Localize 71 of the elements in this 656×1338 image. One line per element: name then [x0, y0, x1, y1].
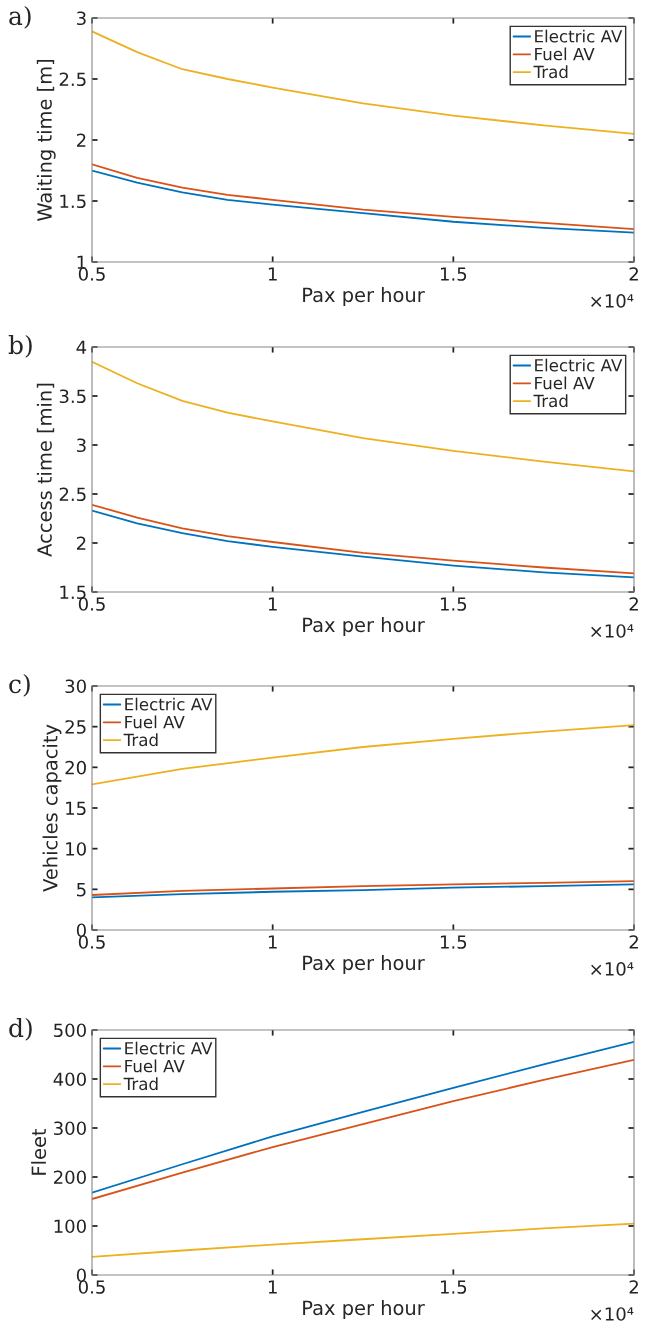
x-tick-label: 0.5: [78, 1280, 105, 1294]
y-axis-title: Waiting time [m]: [36, 59, 56, 222]
y-tick-label: 5: [77, 883, 86, 897]
line-series: [92, 1222, 634, 1258]
y-tick-label: 1.5: [60, 585, 86, 600]
x-axis-title: Pax per hour: [303, 287, 425, 306]
x-tick-label: 2: [629, 935, 638, 949]
chart-title: a): [9, 5, 31, 29]
x-tick-label: 2: [629, 267, 638, 281]
x-tick-label: 1.5: [440, 267, 467, 281]
y-axis-title: Vehicles capacity: [42, 724, 62, 892]
legend-label: Electric AV: [535, 358, 623, 372]
legend-label: Fuel AV: [535, 376, 595, 390]
y-tick-label: 3.5: [59, 389, 86, 404]
x-axis-title: Pax per hour: [303, 1300, 425, 1319]
legend-label: Trad: [123, 1077, 158, 1091]
y-tick-label: 10: [66, 842, 86, 856]
x-tick-label: 0.5: [78, 935, 105, 949]
text: ×10⁴: [591, 624, 634, 638]
y-tick-label: 0: [76, 1268, 86, 1283]
line-series: [92, 30, 634, 135]
x-tick-label: 1: [268, 267, 277, 281]
y-tick-label: 0: [76, 923, 86, 938]
legend-label: Electric AV: [125, 1041, 213, 1055]
x-tick-label: 1.5: [440, 1280, 467, 1294]
y-tick-label: 15: [66, 801, 86, 816]
y-tick-label: 2: [76, 536, 86, 550]
text: ×10⁴: [591, 962, 634, 976]
legend-label: Trad: [533, 65, 568, 79]
x-tick-label: 1.5: [440, 935, 467, 949]
legend-label: Fuel AV: [125, 1059, 185, 1073]
x-tick-label: 2: [629, 597, 638, 611]
y-tick-label: 25: [65, 720, 86, 734]
legend-label: Electric AV: [535, 29, 623, 43]
y-tick-label: 500: [54, 1023, 86, 1038]
y-tick-label: 3: [77, 11, 86, 26]
y-axis-title: Fleet: [31, 1128, 47, 1175]
legend-label: Fuel AV: [125, 715, 185, 729]
legend-label: Trad: [533, 394, 568, 408]
y-tick-label: 2.5: [59, 487, 86, 502]
y-tick-label: 2: [76, 133, 86, 147]
y-tick-label: 30: [65, 679, 86, 694]
y-tick-label: 100: [54, 1219, 86, 1234]
y-tick-label: 300: [54, 1121, 86, 1136]
legend-label: Trad: [123, 733, 158, 747]
y-tick-label: 2.5: [59, 72, 86, 87]
x-tick-label: 1: [268, 1280, 277, 1294]
y-axis-title: Access time [min]: [36, 383, 55, 557]
y-tick-label: 3: [77, 438, 86, 453]
x-tick-label: 2: [629, 1280, 638, 1294]
legend-label: Electric AV: [125, 697, 213, 711]
y-tick-label: 400: [53, 1072, 86, 1087]
y-tick-label: 20: [65, 760, 86, 775]
y-tick-label: 1: [77, 255, 86, 269]
chart-title: d): [9, 1017, 32, 1041]
x-tick-label: 1: [268, 935, 277, 949]
legend-label: Fuel AV: [535, 47, 595, 61]
text: ×10⁴: [591, 294, 634, 308]
y-tick-label: 200: [54, 1170, 86, 1185]
chart-title: c): [9, 673, 30, 697]
chart-title: b): [8, 334, 32, 358]
y-tick-label: 1.5: [60, 194, 86, 209]
x-tick-label: 0.5: [78, 597, 105, 611]
x-tick-label: 1: [268, 597, 277, 611]
x-tick-label: 0.5: [78, 267, 105, 281]
x-tick-label: 1.5: [440, 597, 467, 611]
x-axis-title: Pax per hour: [303, 617, 425, 636]
x-axis-title: Pax per hour: [303, 955, 425, 974]
text: ×10⁴: [591, 1307, 634, 1321]
line-series: [92, 360, 634, 473]
y-tick-label: 4: [76, 340, 87, 354]
